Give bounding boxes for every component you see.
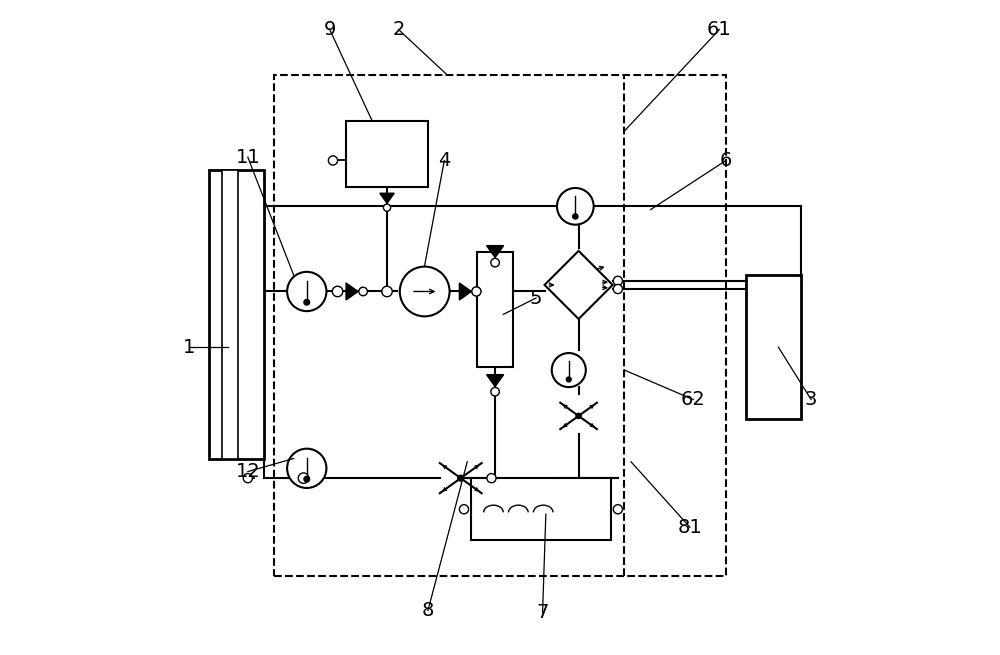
Circle shape xyxy=(573,214,578,219)
Circle shape xyxy=(613,284,622,293)
Polygon shape xyxy=(487,375,504,386)
Circle shape xyxy=(400,267,450,316)
Circle shape xyxy=(472,287,481,296)
Bar xyxy=(746,275,801,419)
Circle shape xyxy=(304,299,310,305)
Circle shape xyxy=(613,276,622,286)
Circle shape xyxy=(613,504,622,514)
Polygon shape xyxy=(380,193,394,203)
Text: 2: 2 xyxy=(392,20,405,39)
Bar xyxy=(274,75,726,576)
Text: 11: 11 xyxy=(235,147,260,167)
Circle shape xyxy=(332,286,343,297)
Text: 12: 12 xyxy=(235,462,260,481)
Circle shape xyxy=(557,188,594,225)
Text: 8: 8 xyxy=(422,601,434,620)
Text: 3: 3 xyxy=(805,390,817,409)
Bar xyxy=(346,121,428,187)
Text: 1: 1 xyxy=(183,337,195,357)
Circle shape xyxy=(566,377,571,382)
Circle shape xyxy=(328,156,338,165)
Bar xyxy=(209,170,264,458)
Circle shape xyxy=(472,287,481,295)
Circle shape xyxy=(304,476,310,482)
Circle shape xyxy=(382,286,392,297)
Circle shape xyxy=(491,259,499,267)
Text: 4: 4 xyxy=(438,151,451,170)
Polygon shape xyxy=(459,283,471,300)
Circle shape xyxy=(576,413,581,419)
Bar xyxy=(222,170,238,458)
Text: 81: 81 xyxy=(678,517,702,537)
Circle shape xyxy=(552,353,586,387)
Circle shape xyxy=(287,449,326,488)
Circle shape xyxy=(298,473,309,483)
Circle shape xyxy=(287,272,326,311)
Circle shape xyxy=(383,204,391,212)
Circle shape xyxy=(243,474,252,483)
Bar xyxy=(477,252,513,367)
Text: 61: 61 xyxy=(707,20,732,39)
Circle shape xyxy=(491,388,499,396)
Circle shape xyxy=(487,474,496,483)
Circle shape xyxy=(458,476,464,481)
Text: 62: 62 xyxy=(681,390,706,409)
Bar xyxy=(471,478,611,540)
Polygon shape xyxy=(346,283,358,300)
Text: 6: 6 xyxy=(720,151,732,170)
Polygon shape xyxy=(487,246,504,257)
Text: 7: 7 xyxy=(536,603,549,622)
Text: 5: 5 xyxy=(530,288,542,308)
Circle shape xyxy=(459,504,469,514)
Text: 9: 9 xyxy=(324,20,336,39)
Circle shape xyxy=(359,287,367,295)
